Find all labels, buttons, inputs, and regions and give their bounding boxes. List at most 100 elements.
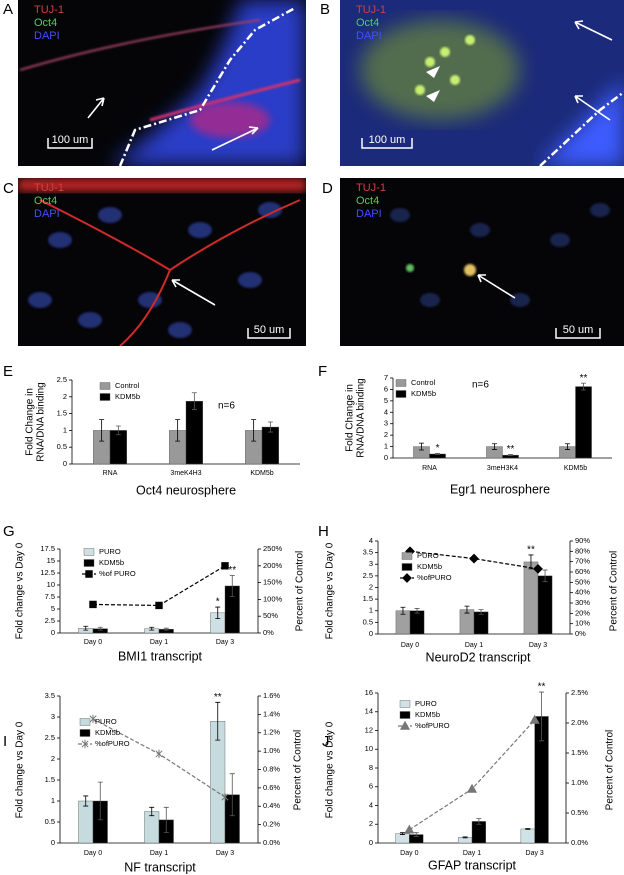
y-tick-label: 5 <box>384 396 388 405</box>
error-bar <box>267 421 273 433</box>
error-bar <box>508 454 514 457</box>
boundary <box>539 91 624 166</box>
y-tick-label: 17.5 <box>40 544 55 553</box>
line-marker <box>155 601 163 610</box>
y2-tick-label: 60% <box>575 567 590 576</box>
micrograph <box>340 0 624 166</box>
bar <box>537 575 553 635</box>
y-tick-label: 3 <box>369 559 373 568</box>
bar <box>575 386 592 459</box>
channel-label: DAPI <box>34 208 60 220</box>
arrow <box>574 20 613 41</box>
bar <box>109 430 127 465</box>
y-axis-label: Fold change vs Day 0 <box>325 721 336 818</box>
nucleus <box>470 223 490 237</box>
error-bar <box>581 382 587 391</box>
x-tick-label: Day 1 <box>465 642 483 649</box>
legend-swatch <box>401 552 413 560</box>
bar <box>520 828 535 844</box>
y-tick-label: 3 <box>384 419 388 428</box>
arrow <box>87 97 105 119</box>
panel-letter: E <box>3 363 13 380</box>
y2-tick-label: 0.2% <box>263 820 280 829</box>
line-marker <box>466 783 478 793</box>
x-tick-label: Day 3 <box>216 850 234 857</box>
x-tick-label: RNA <box>422 465 437 472</box>
y-tick-label: 6 <box>384 384 388 393</box>
error-bar <box>149 806 155 817</box>
channel-label: TUJ-1 <box>356 4 386 16</box>
y-tick-label: 0.5 <box>57 442 67 451</box>
error-bar <box>163 806 169 833</box>
legend-swatch <box>83 559 95 567</box>
y-tick-label: 10 <box>365 744 373 753</box>
legend-swatch <box>399 711 411 719</box>
y2-tick-label: 1.2% <box>263 728 280 737</box>
bright-dapi <box>540 80 624 166</box>
error-bar <box>539 691 545 742</box>
tuj-blob <box>18 178 306 192</box>
y-tick-label: 15 <box>47 556 55 565</box>
bar <box>471 821 486 844</box>
micrograph <box>340 178 624 346</box>
y-axis-label: Fold change vs Day 0 <box>15 542 26 639</box>
arrowhead <box>426 66 440 102</box>
line-marker <box>221 562 229 570</box>
x-tick-label: Day 3 <box>529 642 547 649</box>
y-axis-label: Fold Change in <box>25 388 36 456</box>
legend-label: %of PURO <box>99 569 136 578</box>
oct4-cell <box>440 47 450 57</box>
error-bar <box>251 419 257 442</box>
legend-swatch <box>395 379 407 387</box>
error-bar <box>414 608 420 614</box>
y-tick-label: 2.5 <box>45 733 55 742</box>
line-marker <box>155 749 163 759</box>
line-marker <box>89 600 97 609</box>
y2-tick-label: 100% <box>263 594 283 603</box>
line-marker <box>89 714 97 724</box>
y2-tick-label: 80% <box>575 546 590 555</box>
y2-tick-label: 0% <box>575 629 586 638</box>
y2-tick-label: 0.0% <box>571 838 588 847</box>
y2-axis-label: Percent of Control <box>293 730 304 811</box>
significance: ** <box>214 692 222 703</box>
y-tick-label: 1 <box>384 442 388 451</box>
channel-label: Oct4 <box>356 195 379 207</box>
y2-tick-label: 0.5% <box>571 808 588 817</box>
legend-marker <box>402 573 412 583</box>
panel-letter: C <box>3 180 14 197</box>
legend-label: %ofPURO <box>415 721 450 730</box>
error-bar <box>528 554 534 570</box>
bar <box>78 800 94 844</box>
legend-label: PURO <box>99 547 121 556</box>
y2-tick-label: 1.0% <box>571 778 588 787</box>
error-bar <box>229 773 235 817</box>
scale-bar-label: 100 um <box>52 134 89 146</box>
error-bar <box>215 606 221 619</box>
arrow <box>574 95 611 121</box>
oct4-region <box>360 20 520 120</box>
significance: ** <box>507 444 515 455</box>
y-tick-label: 12 <box>365 725 373 734</box>
annotation: n=6 <box>218 401 235 412</box>
boundary <box>118 6 296 166</box>
nucleus <box>390 208 410 222</box>
nucleus <box>188 222 212 238</box>
legend-label: Control <box>411 378 436 387</box>
y2-tick-label: 1.4% <box>263 709 280 718</box>
legend-marker <box>81 739 89 749</box>
nucleus <box>238 272 262 288</box>
significance: ** <box>228 565 236 576</box>
error-bar <box>462 836 468 839</box>
error-bar <box>149 626 155 631</box>
y2-tick-label: 0.4% <box>263 801 280 810</box>
bar <box>523 561 539 635</box>
channel-label: Oct4 <box>34 17 57 29</box>
legend-swatch <box>395 390 407 398</box>
channel-label: DAPI <box>356 30 382 42</box>
panel-letter: A <box>3 1 13 18</box>
x-tick-label: Day 0 <box>84 639 102 646</box>
y2-tick-label: 1.6% <box>263 691 280 700</box>
x-tick-label: Day 1 <box>463 850 481 857</box>
